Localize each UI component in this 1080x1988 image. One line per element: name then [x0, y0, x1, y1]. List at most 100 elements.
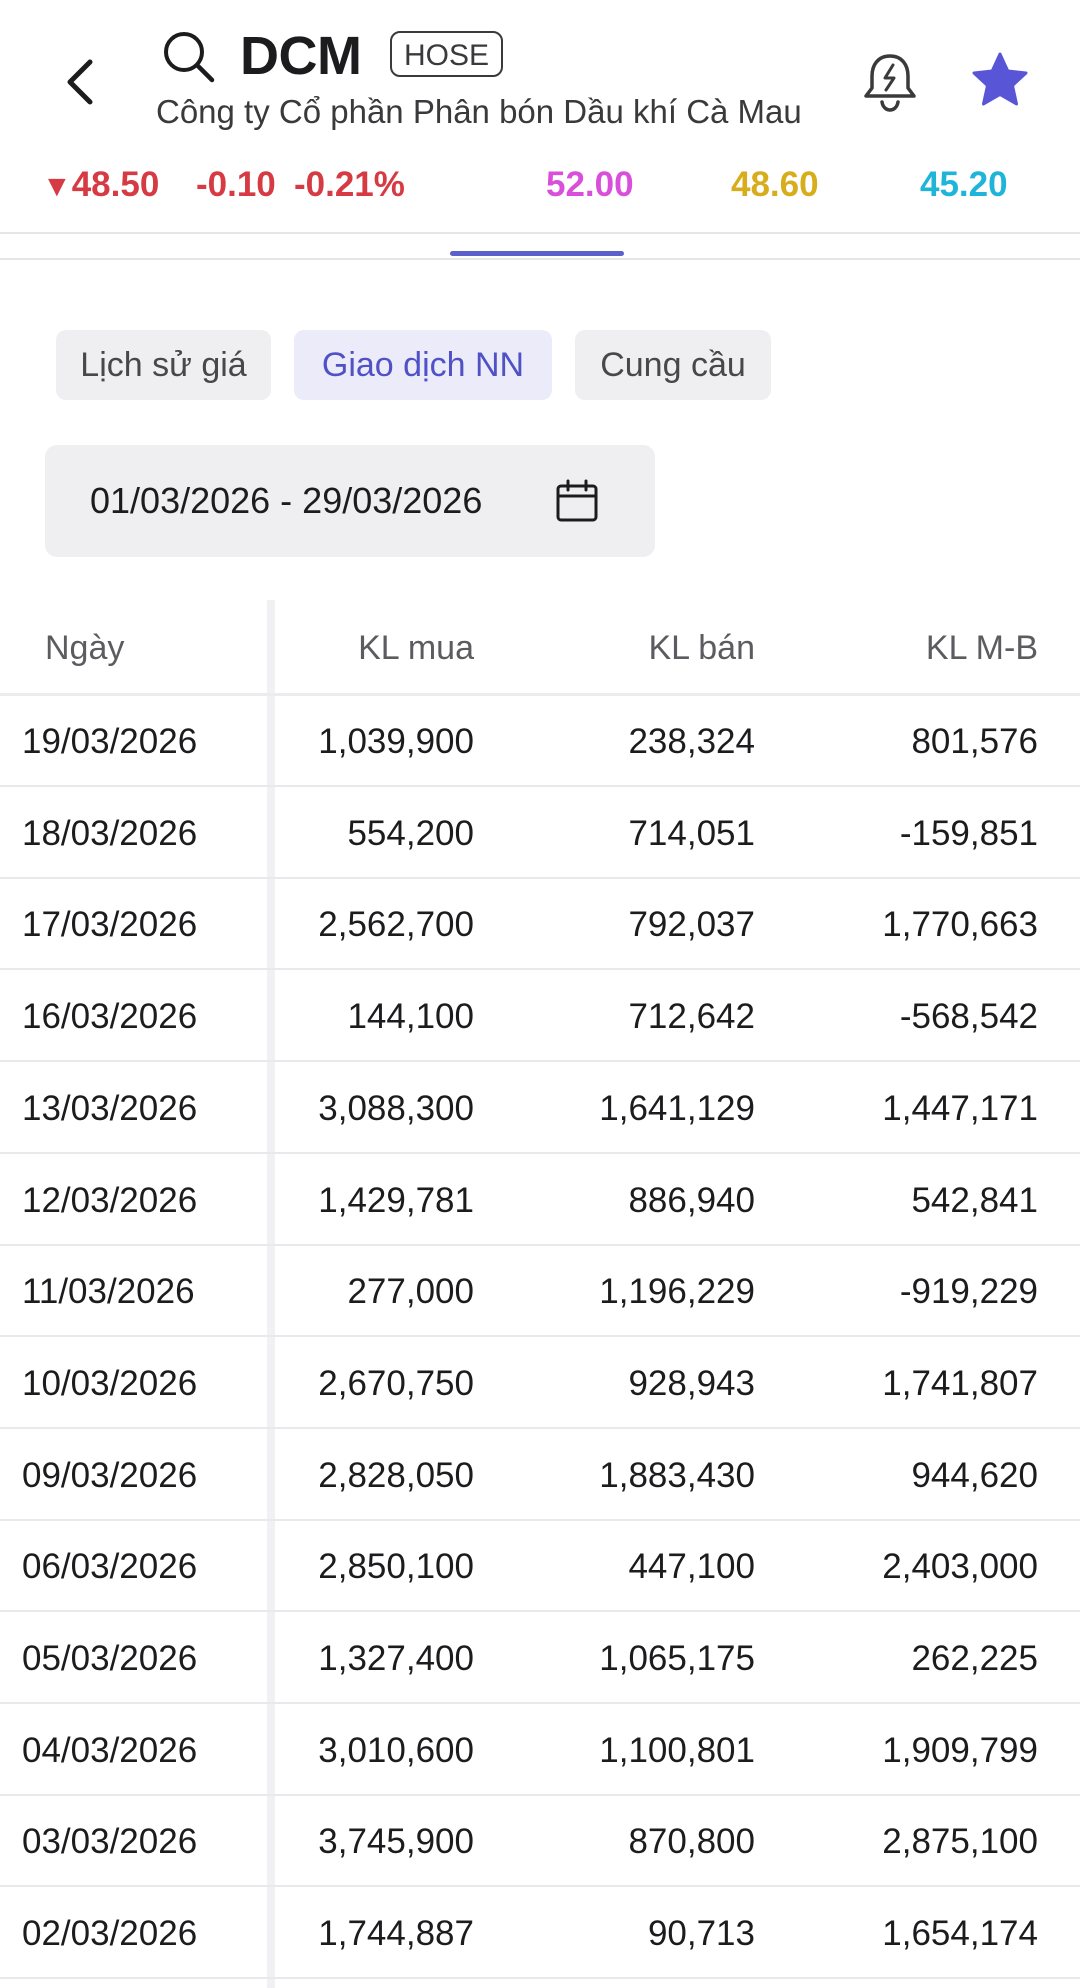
cell-buy-volume: 3,088,300: [318, 1088, 474, 1128]
tab-indicator: [450, 251, 624, 256]
row-divider: [0, 876, 1080, 879]
segment-price-history[interactable]: Lịch sử giá: [56, 330, 271, 400]
cell-buy-volume: 1,744,887: [318, 1914, 474, 1954]
cell-buy-volume: 2,562,700: [318, 905, 474, 945]
cell-sell-volume: 90,713: [647, 1914, 755, 1954]
cell-date: 10/03/2026: [22, 1363, 198, 1403]
row-divider: [0, 1060, 1080, 1063]
column-header-buy: KL mua: [358, 629, 474, 667]
row-divider: [0, 1702, 1080, 1704]
segment-foreign-trading[interactable]: Giao dịch NN: [294, 330, 552, 400]
cell-date: 11/03/2026: [22, 1272, 195, 1312]
cell-buy-volume: 2,828,050: [318, 1455, 474, 1495]
row-divider: [0, 1518, 1080, 1521]
cell-sell-volume: 712,642: [628, 997, 755, 1037]
cell-net-volume: 801,576: [911, 722, 1038, 761]
table-header: Ngày KL mua KL bán KL M-B: [0, 600, 1080, 696]
cell-buy-volume: 277,000: [347, 1272, 474, 1312]
row-divider: [0, 968, 1080, 971]
cell-net-volume: 1,654,174: [882, 1914, 1038, 1954]
star-icon: [972, 52, 1028, 106]
down-arrow-icon: ▼: [42, 170, 72, 203]
cell-date: 17/03/2026: [22, 905, 198, 945]
cell-net-volume: 542,841: [911, 1180, 1038, 1220]
row-divider: [0, 1335, 1080, 1338]
cell-net-volume: 944,620: [911, 1455, 1038, 1495]
table-row: 12/03/2026 1,429,781 886,940 542,841: [0, 1155, 1080, 1246]
cell-date: 06/03/2026: [22, 1547, 198, 1587]
cell-buy-volume: 2,850,100: [318, 1547, 474, 1587]
cell-buy-volume: 3,010,600: [318, 1730, 474, 1770]
row-divider: [0, 1426, 1080, 1429]
cell-date: 13/03/2026: [22, 1088, 198, 1128]
date-range-picker[interactable]: 01/03/2026 - 29/03/2026: [45, 445, 655, 557]
cell-sell-volume: 1,883,430: [599, 1455, 755, 1495]
segment-supply-demand[interactable]: Cung cầu: [575, 330, 771, 400]
price-change: -0.10: [196, 165, 276, 204]
cell-buy-volume: 1,039,900: [318, 722, 474, 761]
cell-date: 04/03/2026: [22, 1730, 198, 1770]
table-row: 17/03/2026 2,562,700 792,037 1,770,663: [0, 879, 1080, 971]
table-row: 13/03/2026 3,088,300 1,641,129 1,447,171: [0, 1063, 1080, 1154]
row-divider: [0, 1243, 1080, 1246]
table-row: 18/03/2026 554,200 714,051 -159,851: [0, 788, 1080, 879]
table-row: 03/03/2026 3,745,900 870,800 2,875,100: [0, 1796, 1080, 1888]
cell-net-volume: 2,403,000: [882, 1547, 1038, 1587]
cell-net-volume: 1,741,807: [882, 1363, 1038, 1403]
row-divider: [0, 1793, 1080, 1796]
cell-buy-volume: 144,100: [347, 997, 474, 1037]
cell-sell-volume: 1,100,801: [599, 1730, 755, 1770]
cell-sell-volume: 238,324: [628, 722, 755, 761]
price-alert-button[interactable]: [858, 48, 922, 118]
table-row: 02/03/2026 1,744,887 90,713 1,654,174: [0, 1888, 1080, 1980]
cell-date: 09/03/2026: [22, 1455, 198, 1495]
cell-net-volume: -159,851: [899, 813, 1038, 853]
cell-date: 12/03/2026: [22, 1180, 198, 1220]
table-row: 10/03/2026 2,670,750 928,943 1,741,807: [0, 1338, 1080, 1429]
cell-sell-volume: 870,800: [628, 1822, 755, 1862]
row-divider: [0, 1151, 1080, 1154]
cell-date: 18/03/2026: [22, 813, 198, 853]
column-separator: [267, 600, 275, 1988]
row-divider: [0, 1977, 1080, 1980]
cell-net-volume: 2,875,100: [882, 1822, 1038, 1862]
row-divider: [0, 1610, 1080, 1613]
cell-date: 02/03/2026: [22, 1914, 198, 1954]
exchange-badge: HOSE: [390, 31, 504, 77]
company-name: Công ty Cổ phần Phân bón Dầu khí Cà Mau: [156, 93, 802, 130]
last-price: ▼48.50: [42, 165, 160, 204]
cell-buy-volume: 1,429,781: [318, 1180, 474, 1220]
stock-symbol: DCM: [240, 26, 362, 86]
search-button[interactable]: [160, 28, 218, 86]
favorite-button[interactable]: [968, 48, 1032, 112]
cell-sell-volume: 1,196,229: [599, 1272, 755, 1312]
cell-buy-volume: 1,327,400: [318, 1639, 474, 1678]
cell-net-volume: 1,770,663: [882, 905, 1038, 945]
cell-sell-volume: 1,065,175: [599, 1639, 755, 1678]
back-button[interactable]: [52, 46, 112, 116]
divider: [0, 232, 1080, 234]
cell-date: 03/03/2026: [22, 1822, 198, 1862]
calendar-icon: [556, 479, 598, 522]
row-divider: [0, 785, 1080, 787]
ceiling-price: 52.00: [546, 165, 634, 204]
cell-sell-volume: 792,037: [628, 905, 755, 945]
table-row: 05/03/2026 1,327,400 1,065,175 262,225: [0, 1613, 1080, 1704]
cell-sell-volume: 886,940: [628, 1180, 755, 1220]
column-header-net: KL M-B: [925, 629, 1038, 667]
column-header-sell: KL bán: [648, 629, 756, 667]
cell-sell-volume: 928,943: [628, 1363, 755, 1403]
chevron-left-icon: [67, 59, 93, 105]
cell-date: 05/03/2026: [22, 1639, 198, 1678]
cell-date: 16/03/2026: [22, 997, 198, 1037]
cell-net-volume: 262,225: [911, 1639, 1038, 1678]
cell-net-volume: 1,447,171: [882, 1088, 1038, 1128]
cell-buy-volume: 554,200: [347, 813, 474, 853]
bell-icon: [864, 54, 916, 112]
cell-sell-volume: 447,100: [628, 1547, 755, 1587]
table-row: 11/03/2026 277,000 1,196,229 -919,229: [0, 1246, 1080, 1338]
cell-date: 19/03/2026: [22, 722, 198, 761]
table-row: 19/03/2026 1,039,900 238,324 801,576: [0, 696, 1080, 787]
row-divider: [0, 1885, 1080, 1888]
cell-net-volume: -568,542: [899, 997, 1038, 1037]
